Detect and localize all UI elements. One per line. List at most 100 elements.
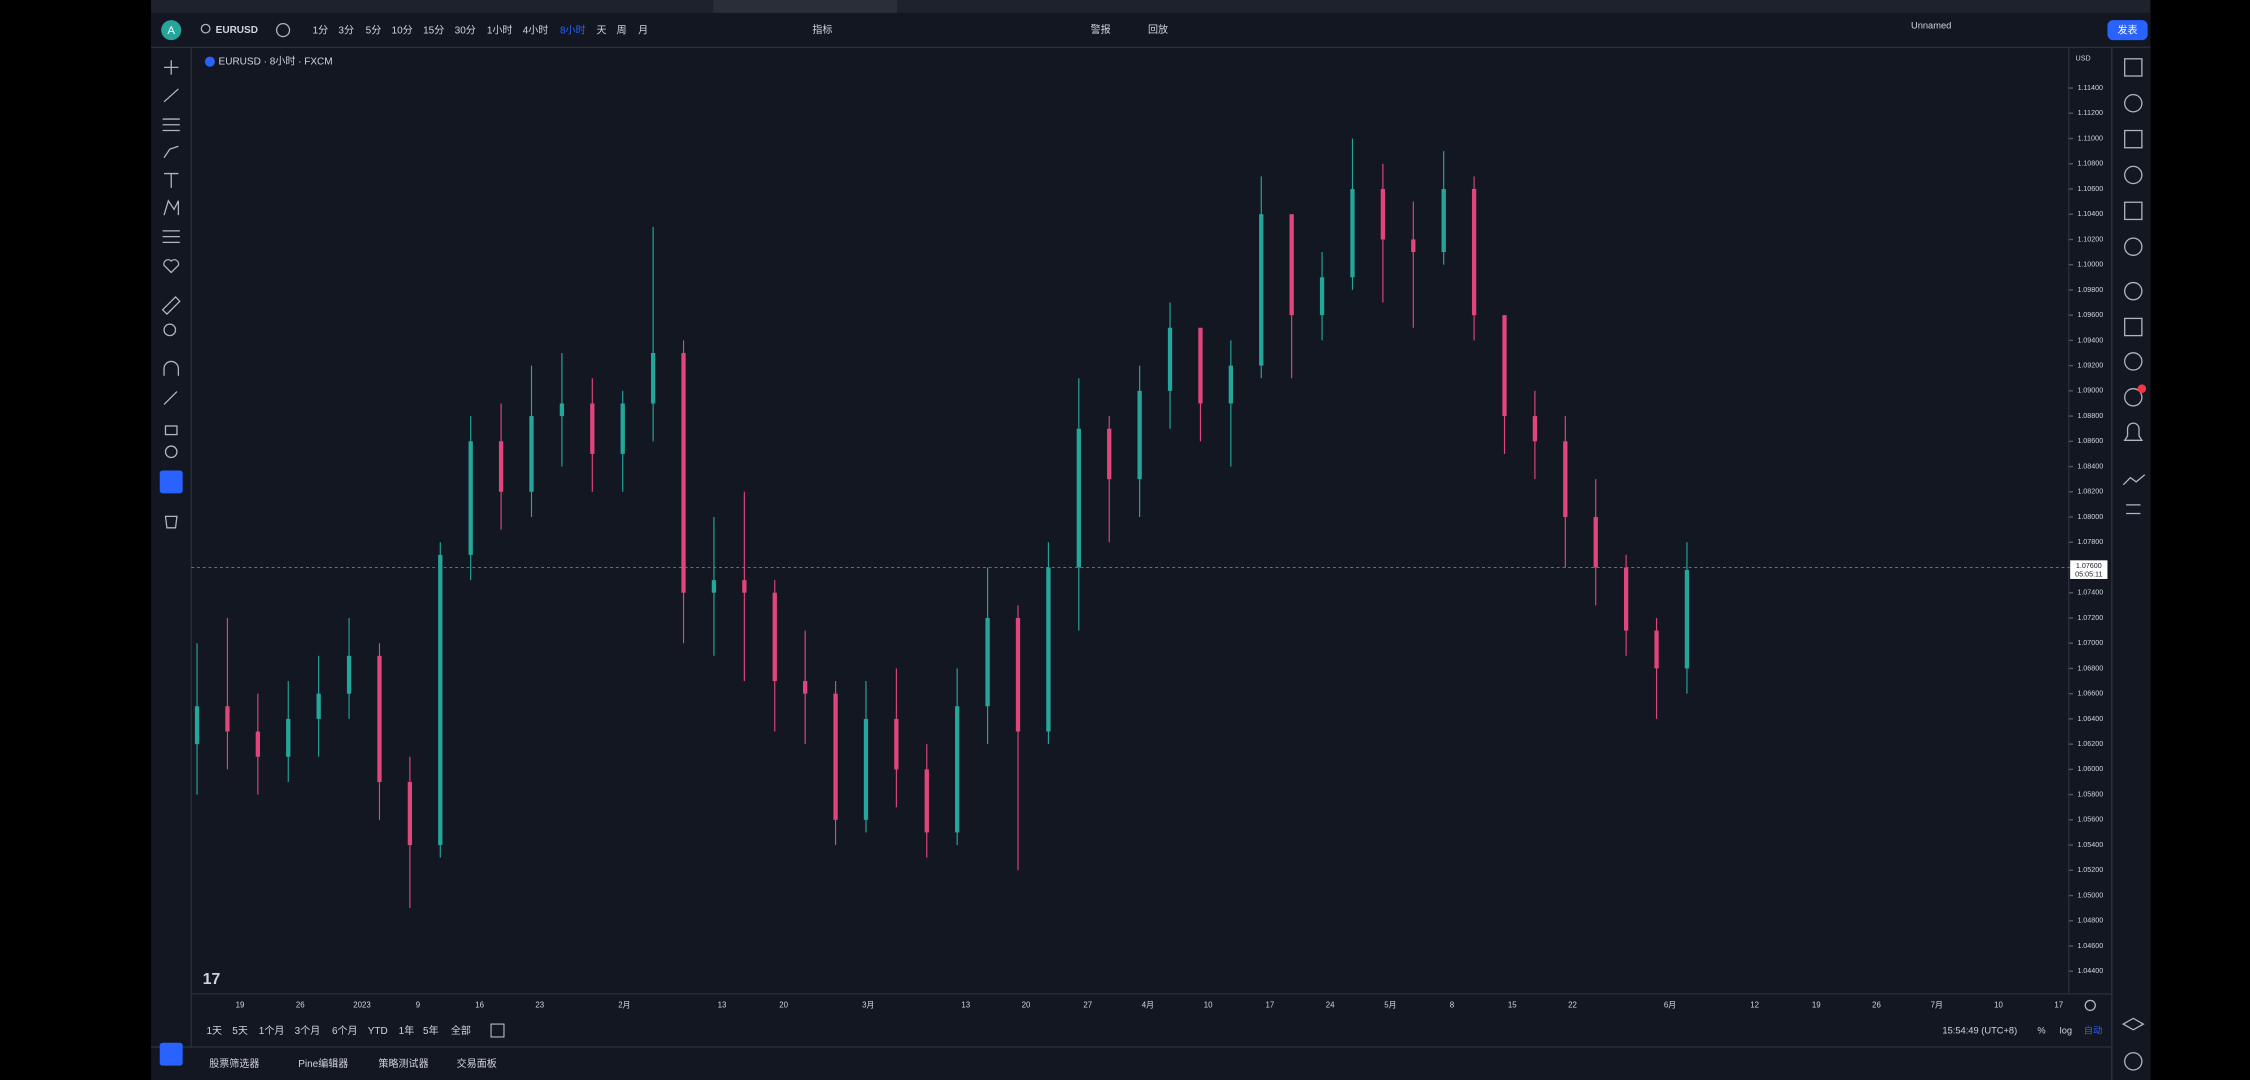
range-button[interactable]: 1天	[206, 1026, 222, 1037]
range-button[interactable]: YTD	[368, 1026, 388, 1037]
candle-body	[1289, 214, 1294, 316]
range-button[interactable]: 1个月	[259, 1025, 285, 1037]
candle-body	[803, 681, 808, 694]
goto-date[interactable]	[490, 1023, 505, 1038]
trend-line-tool[interactable]	[163, 88, 179, 103]
x-tick-label: 17	[2054, 1000, 2063, 1009]
y-tick-label: 1.06200	[2077, 740, 2103, 748]
layers-icon[interactable]	[2121, 1017, 2145, 1031]
brush-tool[interactable]	[163, 145, 179, 159]
range-button[interactable]: 全部	[451, 1024, 471, 1037]
range-button[interactable]: 5年	[423, 1024, 439, 1037]
interval[interactable]: 天	[596, 25, 606, 36]
panel-tab[interactable]: 策略测试器	[379, 1057, 429, 1070]
x-tick-label: 16	[475, 1000, 484, 1009]
data-icon[interactable]	[2124, 129, 2143, 149]
interval[interactable]: 月	[638, 24, 648, 36]
interval[interactable]: 周	[617, 24, 627, 36]
trading-icon[interactable]	[2122, 474, 2146, 486]
range-button[interactable]: 3个月	[295, 1025, 321, 1037]
x-tick-label: 2023	[353, 1000, 371, 1009]
pattern-tool[interactable]	[163, 199, 180, 216]
percent-toggle[interactable]: %	[2037, 1026, 2045, 1036]
candle-body	[1502, 315, 1507, 417]
hotlist-icon[interactable]	[2124, 165, 2143, 185]
forecast-tool[interactable]	[162, 230, 180, 244]
x-tick-label: 27	[1083, 1000, 1092, 1009]
candle-body	[1380, 188, 1386, 240]
cursor-tool[interactable]	[164, 60, 179, 75]
y-tick-label: 1.05400	[2077, 841, 2103, 849]
range-button[interactable]: 6个月	[332, 1025, 358, 1037]
log-toggle[interactable]: log	[2060, 1026, 2072, 1036]
layout-name[interactable]: Unnamed	[1911, 20, 1951, 30]
watch-button[interactable]	[159, 1042, 183, 1066]
avatar[interactable]	[161, 20, 182, 41]
panel-tab[interactable]: 交易面板	[457, 1057, 497, 1070]
alerts-icon[interactable]	[2124, 94, 2143, 113]
range-button[interactable]: 1年	[399, 1024, 415, 1037]
drawing-tools	[159, 60, 183, 1066]
y-tick-label: 1.09200	[2077, 362, 2103, 370]
zoom-tool[interactable]	[163, 323, 177, 337]
candle-body	[1046, 567, 1051, 732]
interval[interactable]: 30分	[455, 24, 476, 36]
candle-body	[377, 655, 382, 782]
publish-button[interactable]	[2107, 20, 2148, 41]
lock-tool[interactable]	[164, 425, 178, 436]
y-tick-label: 1.08000	[2077, 513, 2103, 521]
panel-icon[interactable]	[2126, 504, 2141, 515]
alert[interactable]: 警报	[1091, 23, 1111, 36]
help-icon[interactable]	[2124, 1052, 2143, 1071]
auto-toggle[interactable]: 自动	[2084, 1025, 2103, 1036]
x-tick-label: 10	[1204, 1000, 1213, 1009]
replay[interactable]: 回放	[1148, 23, 1168, 36]
notes-icon[interactable]	[2124, 317, 2143, 337]
countdown: 05:05:11	[2075, 571, 2102, 579]
favorite-tool[interactable]	[163, 259, 180, 274]
stream-icon[interactable]	[2124, 352, 2143, 371]
tv-logo: 17	[203, 971, 221, 988]
top-toolbar	[151, 12, 2151, 48]
interval[interactable]: 4小时	[523, 24, 549, 36]
draw-mode-tool[interactable]	[163, 391, 178, 405]
trash-tool[interactable]	[164, 515, 178, 529]
ideas-icon[interactable]	[2124, 237, 2143, 256]
sync-tool[interactable]	[159, 470, 183, 494]
range-button[interactable]: 5天	[232, 1026, 248, 1037]
watchlist-icon[interactable]	[2124, 58, 2143, 77]
text-tool[interactable]	[164, 172, 179, 188]
chat-icon[interactable]	[2124, 281, 2143, 301]
interval[interactable]: 10分	[392, 24, 413, 36]
y-tick-label: 1.06000	[2077, 765, 2103, 773]
hide-tool[interactable]	[164, 445, 178, 459]
panel-tab[interactable]: Pine编辑器	[298, 1057, 348, 1070]
settings-icon[interactable]	[2084, 999, 2096, 1012]
compare-icon[interactable]	[275, 23, 291, 38]
x-tick-label: 8	[1450, 1000, 1455, 1009]
candle-body	[1623, 567, 1629, 631]
indicators[interactable]: 指标	[812, 23, 832, 36]
y-tick-label: 1.11400	[2078, 84, 2103, 92]
x-tick-label: 2月	[618, 1000, 630, 1009]
calendar-icon[interactable]	[2124, 201, 2143, 221]
x-tick-label: 7月	[1931, 1000, 1943, 1009]
interval[interactable]: 1小时	[487, 24, 513, 36]
interval[interactable]: 3分	[338, 24, 354, 36]
candle-body	[894, 718, 899, 770]
publish[interactable]: 发表	[2118, 23, 2138, 36]
fib-tool[interactable]	[162, 118, 180, 132]
interval[interactable]: 15分	[423, 24, 444, 36]
symbol[interactable]: EURUSD	[216, 25, 258, 36]
notifications-icon[interactable]	[2123, 422, 2144, 441]
interval[interactable]: 8小时	[560, 24, 586, 36]
signals-icon[interactable]	[2124, 388, 2143, 407]
magnet-tool[interactable]	[163, 360, 180, 376]
panel-tab[interactable]: 股票筛选器	[209, 1057, 259, 1070]
interval[interactable]: 1分	[313, 24, 329, 36]
candle-body	[1684, 570, 1690, 669]
ruler-tool[interactable]	[161, 295, 181, 316]
browser-tabs	[151, 0, 2151, 13]
y-tick-label: 1.07000	[2077, 639, 2103, 647]
interval[interactable]: 5分	[366, 24, 382, 36]
